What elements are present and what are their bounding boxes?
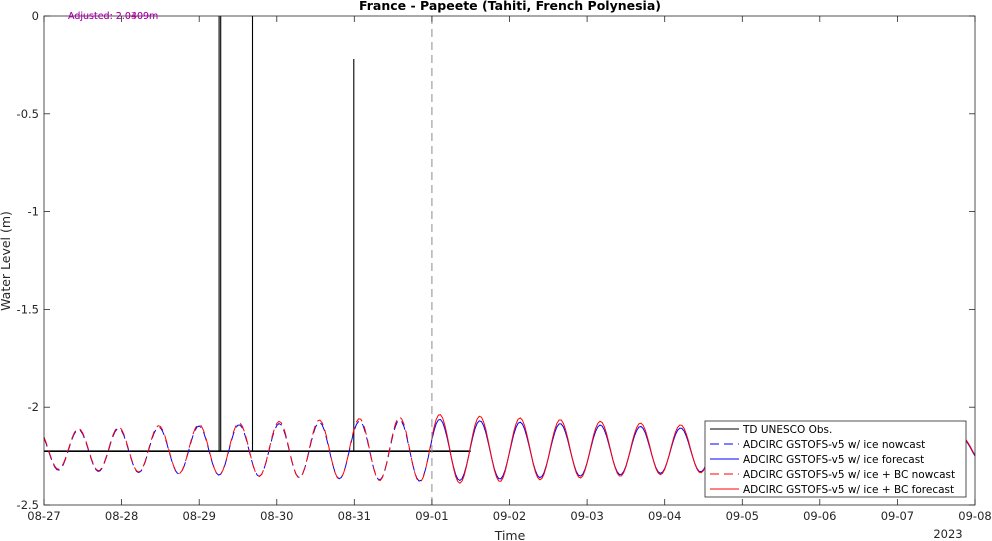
x-tick-label: 09-05 xyxy=(726,509,759,523)
series-line-4 xyxy=(43,416,433,483)
y-tick-label: -2.5 xyxy=(17,498,39,512)
legend-entry-label: ADCIRC GSTOFS-v5 w/ ice + BC forecast xyxy=(743,484,954,496)
adjusted-annotation-2: Adjusted: 2.0309m xyxy=(68,11,158,22)
axes-layer: 0 -0.5 -1 -1.5 -2 -2.508-27 08-28 08-29 08-30 08-… xyxy=(17,9,992,523)
y-axis-label: Water Level (m) xyxy=(0,211,13,311)
adjusted-annotation-1: Adjusted: 2.0409m xyxy=(68,11,158,22)
legend-entry-label: ADCIRC GSTOFS-v5 w/ ice nowcast xyxy=(743,439,925,451)
x-tick-label: 08-29 xyxy=(182,509,215,523)
x-tick-label: 08-28 xyxy=(105,509,138,523)
x-axis-label: Time xyxy=(494,528,526,541)
legend-entry-label: ADCIRC GSTOFS-v5 w/ ice + BC nowcast xyxy=(743,469,955,481)
x-tick-label: 08-27 xyxy=(27,509,60,523)
x-tick-label: 09-07 xyxy=(881,509,914,523)
x-tick-label: 09-06 xyxy=(803,509,836,523)
year-label: 2023 xyxy=(933,527,962,541)
x-tick-label: 09-01 xyxy=(415,509,448,523)
x-tick-label: 09-08 xyxy=(958,509,991,523)
y-tick-label: -1.5 xyxy=(17,302,39,316)
y-tick-label: -0.5 xyxy=(17,107,39,121)
y-tick-label: 0 xyxy=(32,9,39,23)
chart-title: France - Papeete (Tahiti, French Polynes… xyxy=(359,0,661,13)
x-tick-label: 09-02 xyxy=(493,509,526,523)
x-tick-label: 09-04 xyxy=(648,509,681,523)
x-tick-label: 08-31 xyxy=(338,509,371,523)
y-tick-label: -1 xyxy=(28,205,39,219)
legend-box xyxy=(704,420,967,498)
x-tick-label: 09-03 xyxy=(570,509,603,523)
y-tick-label: -2 xyxy=(28,400,39,414)
legend-entry-label: TD UNESCO Obs. xyxy=(742,424,832,436)
legend-entry-label: ADCIRC GSTOFS-v5 w/ ice forecast xyxy=(743,454,924,466)
x-tick-label: 08-30 xyxy=(260,509,293,523)
legend: TD UNESCO Obs. ADCIRC GSTOFS-v5 w/ ice no… xyxy=(704,420,967,498)
